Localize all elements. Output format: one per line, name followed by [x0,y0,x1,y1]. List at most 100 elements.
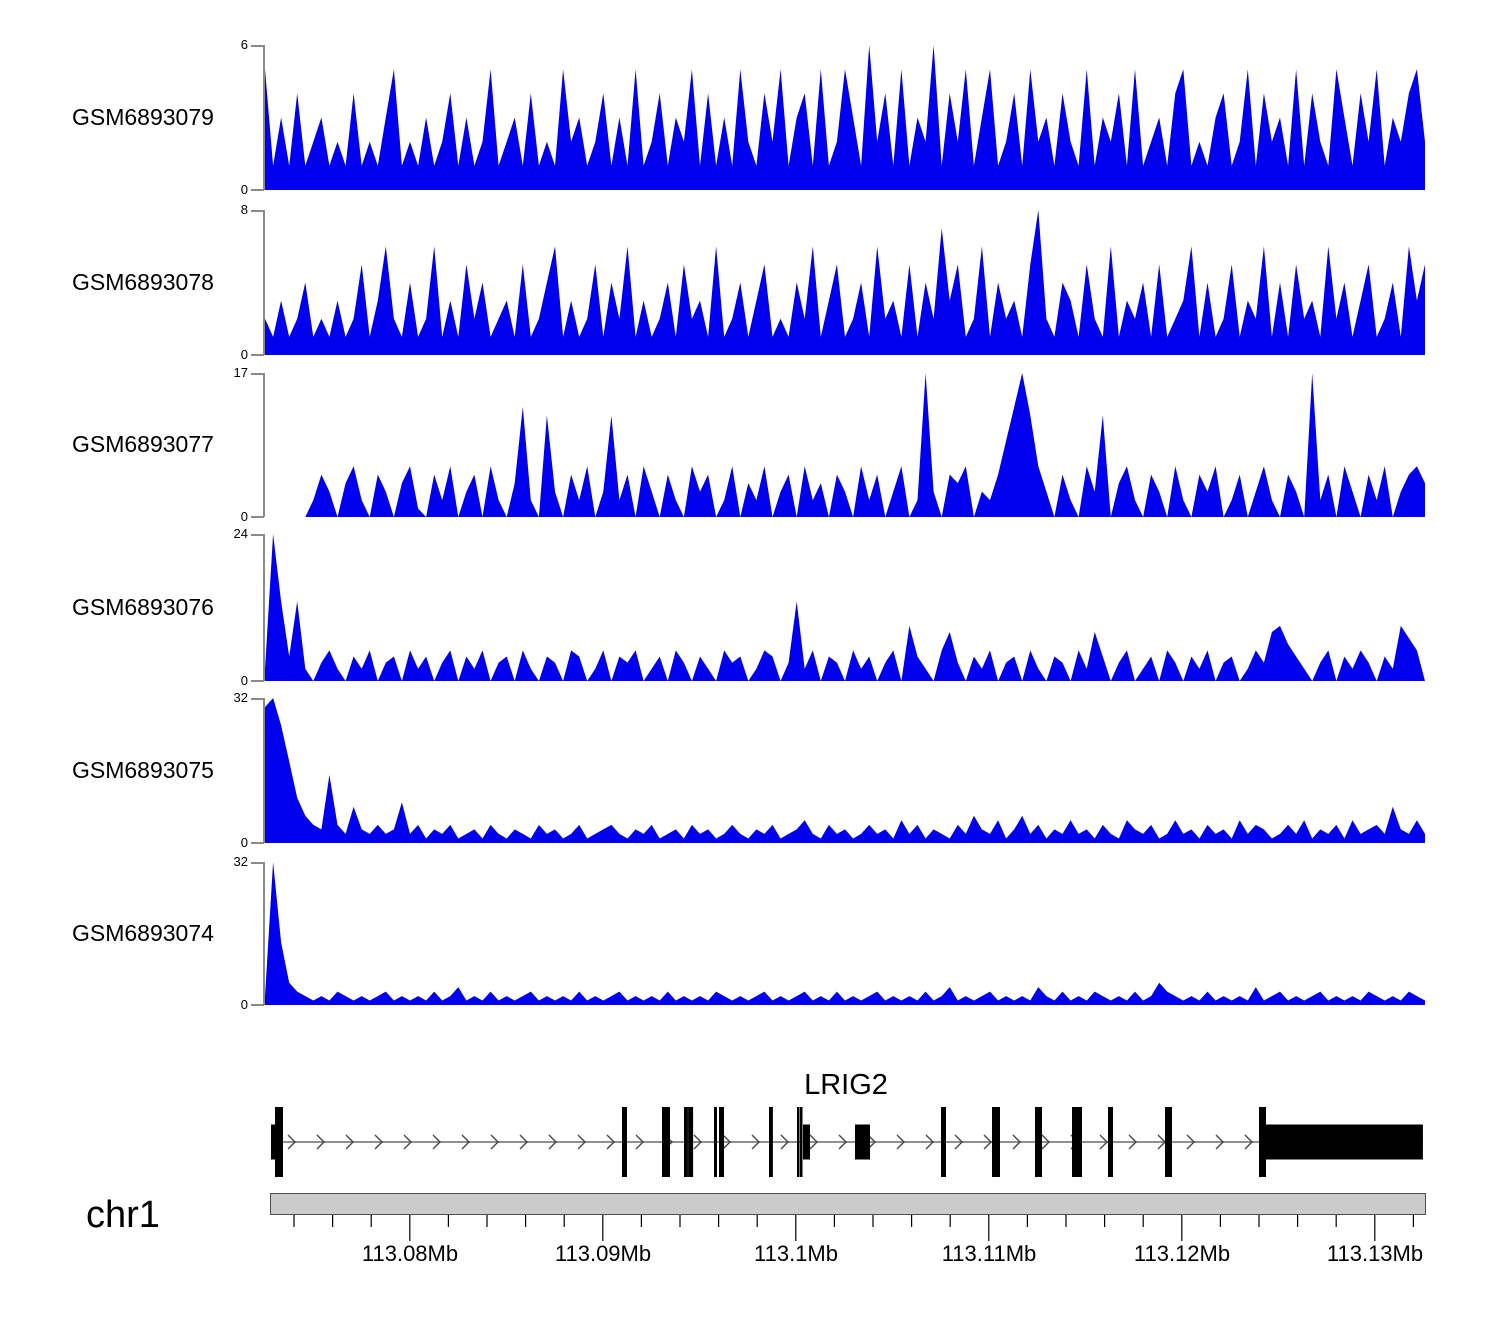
track-label: GSM6893075 [72,756,214,783]
y-axis-max-label: 32 [233,690,248,705]
exon [992,1107,1000,1177]
exon [1266,1124,1423,1160]
y-axis-line [263,698,265,843]
strand-arrow-icon [925,1134,934,1150]
coverage-area [265,698,1425,843]
exon [714,1107,717,1177]
genome-tick-label: 113.09Mb [554,1241,652,1266]
exon [1035,1107,1042,1177]
strand-arrow-icon [722,1134,731,1150]
exon [769,1107,773,1177]
coverage-polygon [265,373,1425,517]
strand-arrow-icon [1244,1134,1253,1150]
track-label: GSM6893074 [72,919,214,946]
y-axis-zero-label: 0 [240,182,248,197]
coverage-polygon [265,862,1425,1005]
y-axis-zero-label: 0 [240,997,248,1012]
y-axis-zero-tick [251,516,264,518]
y-axis-max-label: 8 [240,202,248,217]
genome-tick-label: 113.1Mb [754,1241,838,1266]
strand-arrow-icon [287,1134,296,1150]
exon [941,1107,946,1177]
y-axis-zero-tick [251,189,264,191]
exon [1072,1107,1082,1177]
exon [1259,1107,1266,1177]
strand-arrow-icon [1128,1134,1137,1150]
exon [662,1107,665,1177]
strand-arrow-icon [1012,1134,1021,1150]
strand-arrow-icon [345,1134,354,1150]
y-axis-zero-tick [251,354,264,356]
exon [271,1124,276,1160]
track-label: GSM6893079 [72,103,214,130]
coverage-area [265,534,1425,681]
exon [855,1124,870,1160]
genome-tick-label: 113.08Mb [361,1241,459,1266]
exon [622,1107,627,1177]
strand-arrow-icon [751,1134,760,1150]
strand-arrow-icon [780,1134,789,1150]
exon [797,1107,800,1177]
exon [800,1107,803,1177]
gene-name-label: LRIG2 [804,1069,888,1101]
strand-arrow-icon [577,1134,586,1150]
y-axis-line [263,373,265,517]
y-axis-top-tick [251,210,264,212]
strand-arrow-icon [548,1134,557,1150]
genome-axis-ticks [293,1215,1415,1241]
strand-arrow-icon [1099,1134,1108,1150]
strand-arrow-icon [838,1134,847,1150]
y-axis-zero-tick [251,842,264,844]
y-axis-max-label: 17 [233,365,248,380]
strand-arrow-icon [1215,1134,1224,1150]
exon [1165,1107,1172,1177]
strand-arrow-icon [693,1134,702,1150]
coverage-area [265,210,1425,355]
exon [684,1107,688,1177]
strand-arrow-icon [867,1134,876,1150]
y-axis-top-tick [251,698,264,700]
track-label: GSM6893076 [72,593,214,620]
coverage-polygon [265,534,1425,681]
track-label: GSM6893077 [72,431,214,457]
y-axis-max-label: 6 [240,37,248,52]
strand-arrow-icon [461,1134,470,1150]
gene-model-track [271,1107,1423,1177]
y-axis-top-tick [251,862,264,864]
coverage-area [265,373,1425,517]
strand-arrow-icon [606,1134,615,1150]
coverage-polygon [265,45,1425,190]
strand-arrow-icon [316,1134,325,1150]
y-axis-line [263,210,265,355]
genome-tick-label: 113.13Mb [1326,1241,1424,1266]
strand-arrow-icon [1186,1134,1195,1150]
strand-arrow-icon [809,1134,818,1150]
y-axis-line [263,862,265,1005]
strand-arrow-icon [490,1134,499,1150]
y-axis-top-tick [251,373,264,375]
track-label: GSM6893078 [72,268,214,295]
chromosome-label: chr1 [86,1194,160,1236]
strand-arrow-icon [519,1134,528,1150]
coverage-area [265,862,1425,1005]
exon [275,1107,283,1177]
coverage-polygon [265,698,1425,843]
y-axis-zero-tick [251,1004,264,1006]
strand-arrow-icon [983,1134,992,1150]
strand-arrow-icon [954,1134,963,1150]
exon [665,1107,670,1177]
y-axis-top-tick [251,534,264,536]
y-axis-line [263,534,265,681]
exon [719,1107,724,1177]
coverage-polygon [265,210,1425,355]
exon [1108,1107,1113,1177]
strand-arrow-icon [896,1134,905,1150]
y-axis-zero-label: 0 [240,347,248,362]
y-axis-top-tick [251,45,264,47]
y-axis-line [263,45,265,190]
strand-arrow-icon [374,1134,383,1150]
strand-arrow-icon [635,1134,644,1150]
strand-arrow-icon [432,1134,441,1150]
strand-arrow-icon [1041,1134,1050,1150]
